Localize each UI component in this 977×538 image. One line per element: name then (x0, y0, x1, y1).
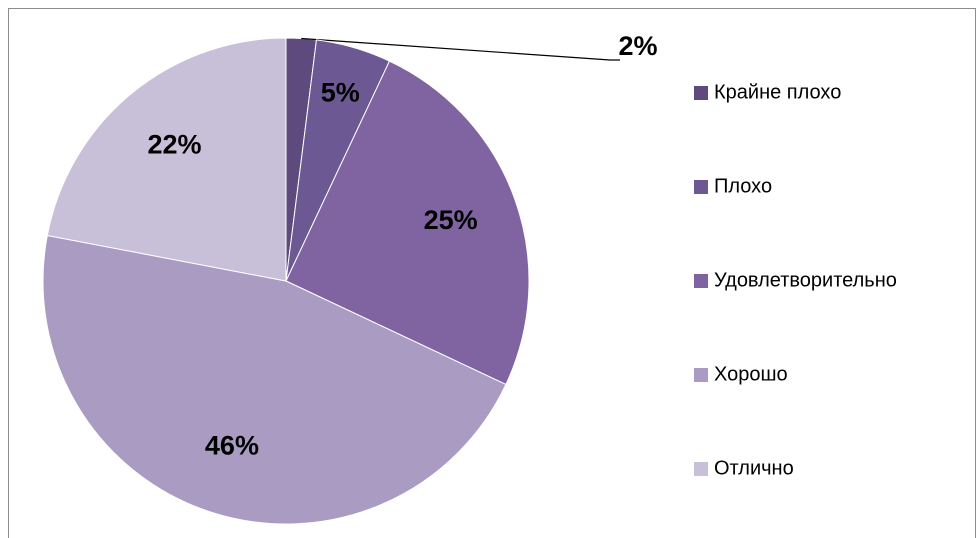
legend-label: Хорошо (714, 363, 788, 385)
leader-line (301, 37, 620, 61)
legend-swatch (694, 462, 708, 476)
pie-slice (42, 234, 507, 525)
pie-slice (285, 60, 530, 386)
legend-label: Удовлетворительно (714, 269, 897, 291)
data-label: 25% (424, 205, 478, 235)
data-label: 22% (147, 129, 201, 159)
legend-swatch (694, 368, 708, 382)
legend-swatch (694, 180, 708, 194)
legend-label: Плохо (714, 175, 772, 197)
legend-label: Отлично (714, 457, 794, 479)
data-label: 5% (321, 77, 360, 107)
data-label: 46% (205, 431, 259, 461)
data-label: 2% (618, 31, 657, 61)
legend-swatch (694, 274, 708, 288)
legend-swatch (694, 86, 708, 100)
legend-label: Крайне плохо (714, 81, 841, 103)
pie-slice (46, 37, 287, 282)
